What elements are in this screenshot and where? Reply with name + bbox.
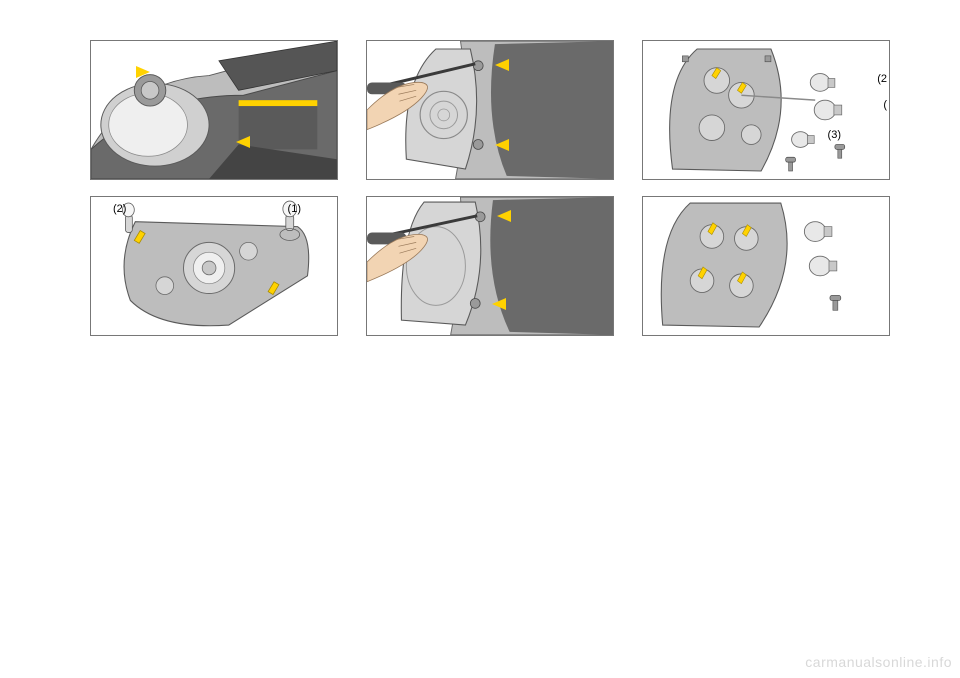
- taillight-body-b-illustration: [367, 197, 613, 335]
- arrow-icon: [495, 139, 509, 151]
- taillight-rear-b-illustration: [643, 197, 889, 335]
- watermark: carmanualsonline.info: [805, 654, 952, 670]
- fig-headlight-on-car: [90, 40, 338, 180]
- arrow-icon: [236, 136, 250, 148]
- page: (2) (1): [0, 0, 960, 678]
- arrow-icon: [492, 298, 506, 310]
- taillight-body-a-illustration: [367, 41, 613, 179]
- fig-headlight-rear: (2) (1): [90, 196, 338, 336]
- arrow-icon: [136, 66, 150, 78]
- headlight-on-car-illustration: [91, 41, 337, 179]
- fig-taillight-rear-b: rs: [642, 196, 890, 336]
- columns: (2) (1): [0, 0, 960, 372]
- headlight-rear-illustration: [91, 197, 337, 335]
- arrow-icon: [495, 59, 509, 71]
- label-number-2: (2: [877, 73, 887, 85]
- col-3: (2 ( (3): [642, 40, 890, 352]
- fig-taillight-body-a: [366, 40, 614, 180]
- label-number-1: (1): [288, 203, 301, 215]
- label-number-1: (: [883, 99, 887, 111]
- arrow-icon: [497, 210, 511, 222]
- taillight-rear-a-illustration: [643, 41, 889, 179]
- col-1: (2) (1): [90, 40, 338, 352]
- label-number-3: (3): [828, 129, 841, 141]
- fig-taillight-rear-a: (2 ( (3): [642, 40, 890, 180]
- fig-taillight-body-b: s: [366, 196, 614, 336]
- col-2: s: [366, 40, 614, 352]
- label-number-2: (2): [113, 203, 126, 215]
